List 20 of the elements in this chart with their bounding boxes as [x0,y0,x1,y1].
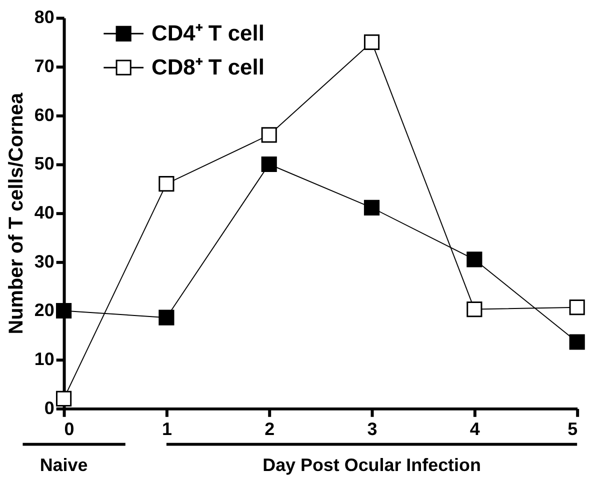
text: Naive [40,455,88,476]
x-tick-label: 5 [568,418,578,439]
legend-label: CD4⁺ T cell [151,20,264,46]
x-tick-label: 2 [264,418,275,439]
y-tick-label: 50 [34,154,54,174]
y-tick-label: 70 [34,56,54,76]
y-tick-label: 10 [34,349,54,370]
legend-label: CD8⁺ T cell [151,54,264,80]
y-tick-label: 80 [34,7,54,28]
x-tick-label: 0 [64,418,74,439]
y-tick-label: 40 [34,202,54,223]
x-tick-label: 3 [367,418,378,439]
y-axis-title: Number of T cells/Cornea [5,92,28,334]
x-axis-title: Day Post Ocular Infection [262,455,481,476]
y-tick-label: 0 [44,398,54,418]
x-tick-label: 4 [470,418,480,439]
y-tick-label: 20 [34,300,54,320]
x-tick-label: 1 [162,418,172,439]
y-tick-label: 30 [34,251,54,272]
y-tick-label: 60 [34,104,54,125]
